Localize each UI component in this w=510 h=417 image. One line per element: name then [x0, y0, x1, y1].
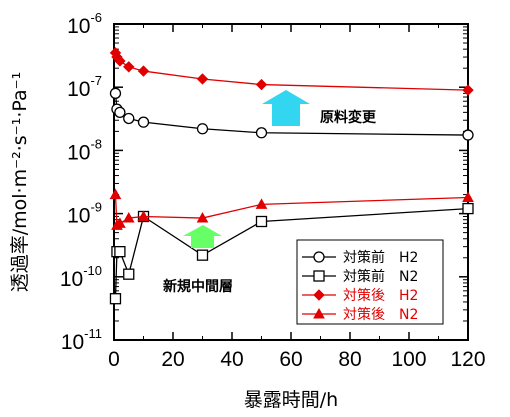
plot-frame — [113, 23, 469, 341]
y-tick-label: 10-7 — [67, 73, 102, 101]
series-layer — [109, 47, 474, 305]
data-point — [462, 191, 474, 202]
x-axis-title: 暴露時間/h — [244, 389, 338, 411]
y-tick-label: 10-9 — [67, 200, 102, 228]
y-axis-title: 透過率/mol·m⁻²·s⁻¹·Pa⁻¹ — [9, 72, 31, 293]
series-line — [114, 194, 469, 227]
data-point — [196, 212, 209, 223]
legend-entry: 対策前 H2 — [343, 249, 418, 266]
annotation-label: 原料変更 — [320, 109, 377, 126]
series-1 — [109, 87, 474, 141]
legend-entry: 対策後 H2 — [343, 287, 418, 304]
data-point — [255, 127, 268, 139]
x-tick-label: 0 — [108, 348, 120, 371]
series-4 — [109, 188, 474, 230]
y-tick-label: 10-8 — [67, 136, 102, 164]
data-point — [137, 65, 150, 77]
data-point — [114, 246, 126, 258]
up-arrow-icon — [183, 225, 222, 248]
data-point — [114, 106, 126, 118]
data-point — [123, 268, 135, 280]
data-point — [109, 188, 122, 200]
data-point — [313, 270, 325, 282]
y-tick-label: 10-11 — [61, 326, 102, 354]
data-point — [196, 73, 209, 85]
data-point — [196, 123, 209, 135]
x-tick-label: 80 — [338, 348, 361, 371]
data-point — [462, 129, 474, 141]
x-tick-label: 120 — [450, 348, 485, 371]
data-point — [313, 307, 325, 319]
legend: 対策前 H2 対策前 N2 対策後 H2 対策後 N2 — [296, 239, 444, 325]
data-point — [137, 116, 150, 128]
data-point — [109, 293, 122, 305]
data-point — [114, 55, 126, 67]
data-point — [123, 61, 135, 73]
annotation-label: 新規中間層 — [163, 278, 233, 295]
data-point — [313, 289, 325, 301]
up-arrow-icon — [262, 90, 310, 126]
tick-label-layer: 0 20 40 60 80 100 120 10-11 10-10 10-9 10-8 10-7 10-… — [60, 10, 486, 371]
data-point — [462, 84, 474, 96]
x-tick-label: 100 — [391, 348, 426, 371]
data-point — [313, 251, 325, 263]
data-point — [255, 198, 268, 209]
data-point — [196, 249, 209, 261]
data-point — [462, 202, 474, 215]
series-line — [114, 52, 469, 91]
y-tick-label: 10-6 — [67, 10, 102, 38]
legend-entry: 対策前 N2 — [343, 268, 418, 285]
data-point — [122, 212, 135, 223]
x-tick-label: 40 — [220, 348, 243, 371]
data-point — [137, 210, 150, 221]
data-point — [255, 78, 268, 91]
y-tick-label: 10-10 — [60, 263, 102, 291]
data-point — [123, 112, 135, 125]
x-tick-label: 20 — [161, 348, 184, 371]
data-point — [114, 217, 126, 228]
data-point — [255, 215, 268, 228]
series-3 — [109, 47, 474, 96]
legend-entry: 対策後 N2 — [343, 306, 418, 323]
data-point — [109, 87, 122, 99]
x-tick-label: 60 — [279, 348, 302, 371]
